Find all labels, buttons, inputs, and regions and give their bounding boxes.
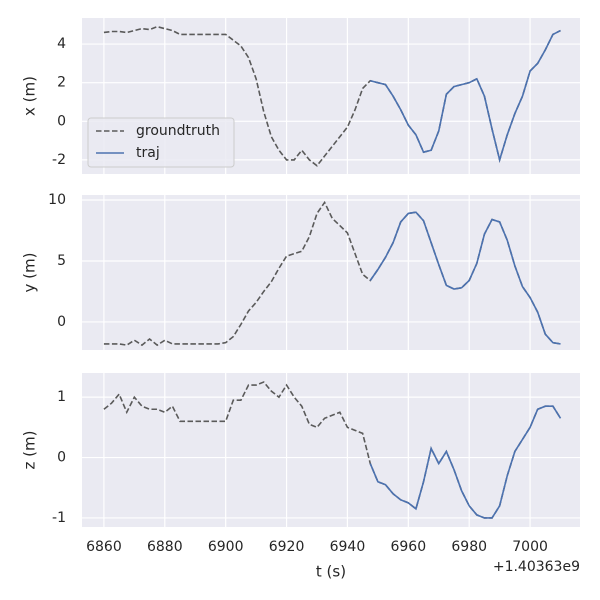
x-tick-label: 6900 [208,539,244,555]
legend-label: groundtruth [136,123,220,139]
x-tick-label: 6920 [269,539,305,555]
legend-box [87,117,235,168]
y-tick-label: 2 [57,75,66,91]
y-tick-label: 5 [57,253,66,269]
y-tick-label: 1 [57,389,66,405]
plot-area [82,195,580,350]
y-axis-label: z (m) [21,431,39,470]
series-line [370,29,561,163]
y-tick-label: 10 [48,192,66,208]
legend-label: traj [136,145,160,161]
x-tick-label: 6980 [451,539,487,555]
series-line [369,211,561,345]
y-tick-label: -2 [52,152,66,168]
y-axis-label: x (m) [21,76,39,116]
y-tick-label: -1 [52,510,66,526]
series-line [369,405,562,519]
x-offset-label: +1.40363e9 [493,559,580,575]
plot-area [82,373,580,527]
x-tick-label: 6960 [390,539,426,555]
y-tick-label: 0 [57,113,66,129]
y-tick-label: 0 [57,314,66,330]
y-tick-label: 0 [57,450,66,466]
x-tick-label: 6860 [86,539,122,555]
x-axis-label: t (s) [316,563,346,581]
y-tick-label: 4 [57,36,66,52]
x-tick-label: 6880 [147,539,183,555]
x-tick-label: 7000 [512,539,548,555]
x-tick-label: 6940 [330,539,366,555]
y-axis-label: y (m) [21,253,39,293]
legend: groundtruth traj [87,117,235,168]
